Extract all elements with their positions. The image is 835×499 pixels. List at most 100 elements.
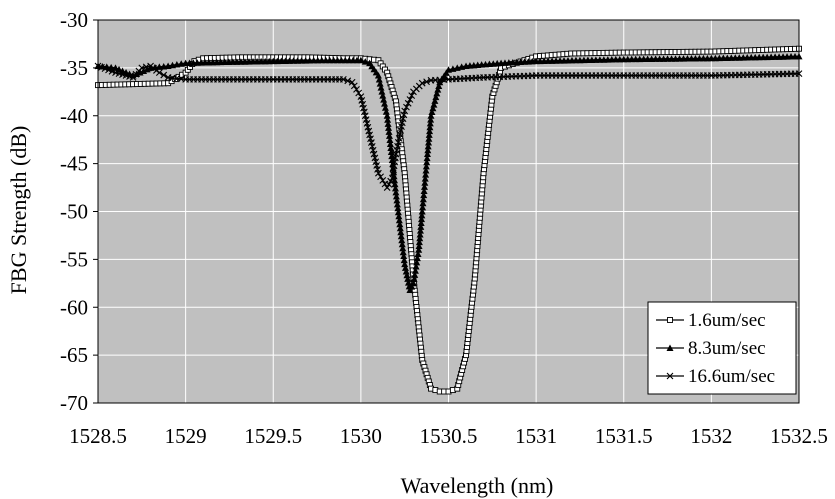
data-point bbox=[424, 146, 432, 154]
data-point bbox=[384, 120, 392, 127]
data-point bbox=[397, 228, 405, 236]
data-point bbox=[416, 230, 424, 238]
data-point bbox=[403, 271, 411, 279]
data-point bbox=[378, 88, 386, 95]
data-point bbox=[419, 199, 427, 207]
data-point bbox=[416, 227, 424, 234]
x-tick-label: 1532 bbox=[690, 424, 732, 448]
data-point bbox=[403, 103, 410, 111]
legend-swatch-marker bbox=[667, 317, 673, 323]
series-layer bbox=[94, 45, 803, 395]
data-point bbox=[385, 128, 393, 135]
y-tick-label: -55 bbox=[60, 247, 88, 271]
data-point bbox=[411, 271, 419, 278]
data-point bbox=[429, 104, 437, 112]
legend-label: 1.6um/sec bbox=[688, 310, 766, 331]
data-point bbox=[399, 244, 407, 252]
data-point bbox=[409, 279, 417, 287]
data-point bbox=[431, 97, 439, 104]
data-point bbox=[101, 65, 109, 73]
data-point bbox=[387, 144, 395, 152]
series-markers bbox=[95, 45, 802, 395]
x-tick-label: 1529.5 bbox=[244, 424, 302, 448]
data-point bbox=[420, 191, 428, 199]
series-8.3um/sec bbox=[94, 52, 803, 294]
data-point bbox=[383, 112, 391, 119]
data-point bbox=[404, 275, 412, 282]
y-tick-label: -35 bbox=[60, 56, 88, 80]
y-tick-label: -70 bbox=[60, 391, 88, 415]
data-point bbox=[406, 286, 414, 294]
data-point bbox=[393, 196, 401, 204]
data-point bbox=[382, 108, 390, 115]
data-point bbox=[411, 267, 419, 274]
data-point bbox=[393, 200, 401, 208]
y-tick-label: -45 bbox=[60, 152, 88, 176]
data-point bbox=[401, 260, 409, 268]
data-point bbox=[375, 76, 383, 83]
data-point bbox=[418, 208, 426, 215]
data-point bbox=[421, 175, 429, 182]
data-point bbox=[420, 187, 428, 194]
data-point bbox=[381, 104, 389, 111]
x-tick-label: 1532.5 bbox=[770, 424, 828, 448]
data-point bbox=[417, 223, 425, 230]
data-point bbox=[355, 89, 363, 97]
data-point bbox=[427, 116, 435, 123]
data-point bbox=[422, 166, 430, 174]
y-tick-labels: -30 -35 -40 -45 -50 -55 -60 -65 -70 bbox=[60, 8, 98, 415]
data-point bbox=[379, 92, 387, 99]
data-point bbox=[418, 215, 426, 223]
data-point bbox=[416, 234, 424, 242]
legend-entry: 1.6um/sec bbox=[656, 310, 766, 331]
data-point bbox=[374, 72, 382, 79]
data-point bbox=[408, 283, 416, 290]
legend-swatch-marker bbox=[666, 372, 674, 380]
data-point bbox=[398, 240, 406, 248]
data-point bbox=[377, 84, 385, 91]
data-point bbox=[428, 108, 436, 116]
data-point bbox=[377, 173, 384, 181]
data-point bbox=[425, 139, 433, 146]
data-point bbox=[376, 80, 384, 87]
data-point bbox=[383, 184, 391, 191]
data-point bbox=[155, 69, 163, 77]
data-point bbox=[422, 171, 430, 178]
data-point bbox=[425, 131, 433, 138]
legend: 1.6um/sec 8.3um/sec 16.6um/sec bbox=[647, 301, 797, 395]
data-point bbox=[353, 86, 360, 93]
data-point bbox=[394, 204, 402, 212]
data-point bbox=[414, 250, 422, 257]
data-point bbox=[381, 100, 389, 107]
legend-entry: 8.3um/sec bbox=[656, 338, 766, 359]
data-point bbox=[391, 184, 399, 192]
series-1.6um/sec bbox=[95, 45, 802, 395]
legend-label: 16.6um/sec bbox=[688, 366, 775, 387]
data-point bbox=[413, 258, 421, 266]
series-16.6um/sec bbox=[94, 62, 803, 191]
data-point bbox=[402, 268, 410, 275]
data-point bbox=[419, 195, 427, 203]
data-point bbox=[424, 142, 432, 150]
data-point bbox=[412, 263, 420, 270]
x-tick-label: 1531 bbox=[515, 424, 557, 448]
data-point bbox=[400, 252, 408, 260]
data-point bbox=[398, 236, 406, 244]
data-point bbox=[422, 162, 430, 170]
x-tick-label: 1530 bbox=[340, 424, 382, 448]
legend-label: 8.3um/sec bbox=[688, 338, 766, 359]
data-point bbox=[432, 93, 440, 101]
data-point bbox=[408, 92, 416, 100]
data-point bbox=[344, 77, 352, 85]
data-point bbox=[98, 63, 105, 71]
x-tick-labels: 1528.5 1529 1529.5 1530 1530.5 1531 1531.5 1532… bbox=[69, 424, 828, 448]
data-point bbox=[357, 56, 365, 64]
data-point bbox=[423, 150, 431, 158]
data-point bbox=[388, 152, 396, 160]
data-point bbox=[392, 188, 400, 196]
data-point bbox=[361, 58, 369, 65]
data-point bbox=[413, 254, 421, 262]
data-point bbox=[430, 101, 438, 108]
data-point bbox=[415, 242, 423, 249]
